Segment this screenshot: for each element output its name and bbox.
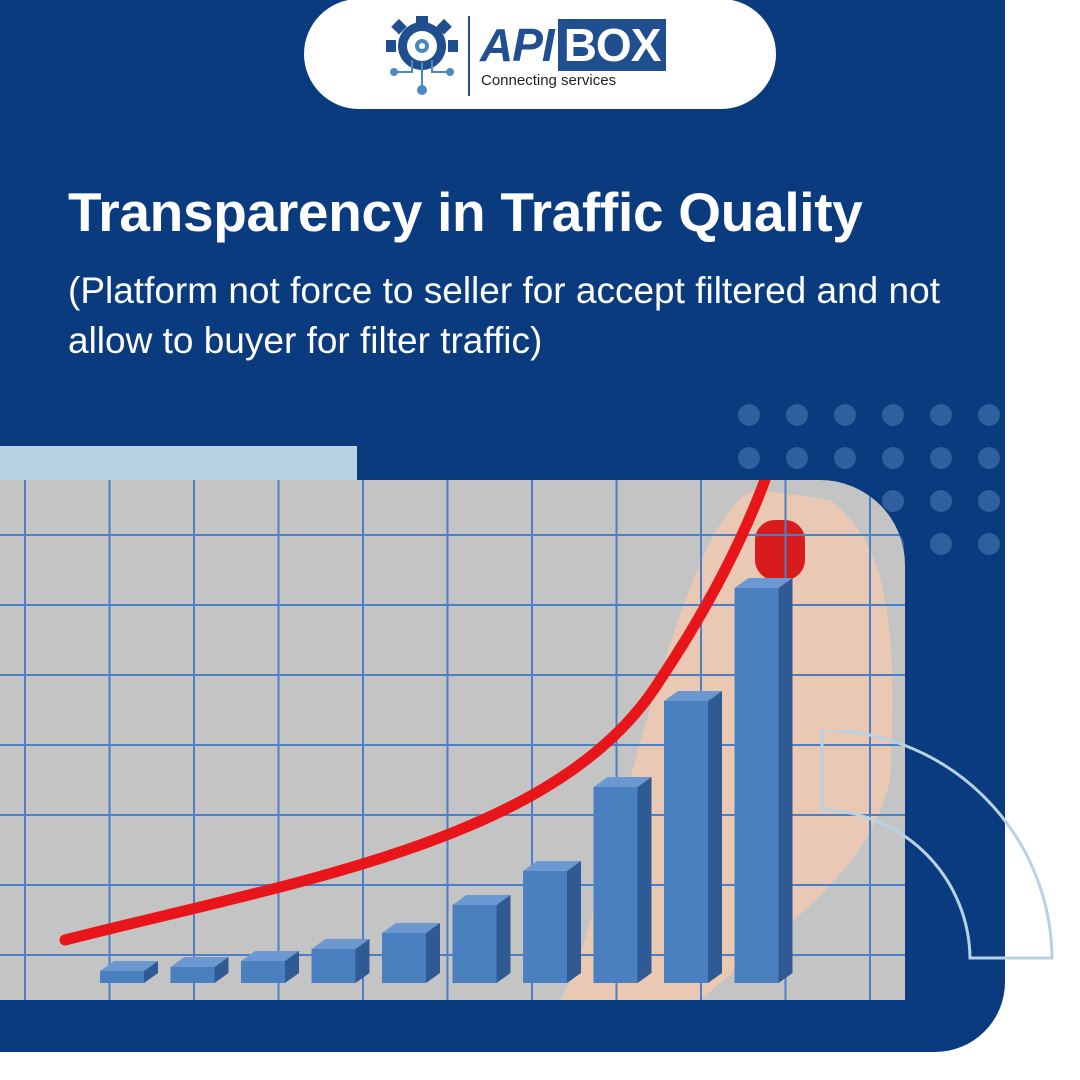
bar-side [285,951,299,983]
decorative-dot [978,533,1000,555]
bar-side [144,961,158,983]
bar-top [593,777,652,787]
bar [452,905,497,983]
decorative-dot [786,447,808,469]
decorative-dot [930,533,952,555]
decorative-dot [882,490,904,512]
bar [664,701,708,983]
bar [100,971,144,983]
bar-side [567,861,581,983]
growth-bar-chart-illustration [0,480,905,1000]
decorative-dot [978,490,1000,512]
bar [382,933,426,983]
bar-side [496,895,511,983]
bar-side [708,691,722,983]
decorative-dot [978,447,1000,469]
logo-divider [468,16,470,96]
bar [311,949,356,983]
brand-name-api: API [480,19,555,71]
bar-side [214,957,229,983]
decorative-dot [882,404,904,426]
bar-top [170,957,229,967]
decorative-dot [786,404,808,426]
bar-top [664,691,722,701]
bar-side [778,578,793,983]
bar [523,871,567,983]
bar-top [523,861,581,871]
decorative-dot [930,447,952,469]
brand-wordmark: API BOX [480,19,667,71]
bar-side [355,939,370,983]
decorative-dot [834,404,856,426]
decorative-dot [882,447,904,469]
bar-top [452,895,511,905]
growth-chart-photo [0,480,905,1000]
page-title: Transparency in Traffic Quality [68,181,863,243]
trend-line [59,480,771,946]
bar [241,961,285,983]
decorative-dot [930,404,952,426]
bar-side [637,777,652,983]
logo-badge [304,0,776,109]
brand-tagline: Connecting services [481,72,617,89]
bar-side [426,923,440,983]
brand-name-box: BOX [557,19,667,71]
gear-circuit-icon [386,16,458,95]
bar-top [734,578,793,588]
bar-top [100,961,158,971]
decorative-arc [820,730,1054,960]
decorative-dot [978,404,1000,426]
decorative-dot [834,447,856,469]
bar [170,967,215,983]
bar [593,787,638,983]
bar-top [241,951,299,961]
bar-top [382,923,440,933]
decorative-dot [738,447,760,469]
page-subtitle: (Platform not force to seller for accept… [68,270,940,361]
decorative-dot [930,490,952,512]
decorative-dot [738,404,760,426]
bar-top [311,939,370,949]
bar [734,588,779,983]
marker-cap [755,520,805,580]
